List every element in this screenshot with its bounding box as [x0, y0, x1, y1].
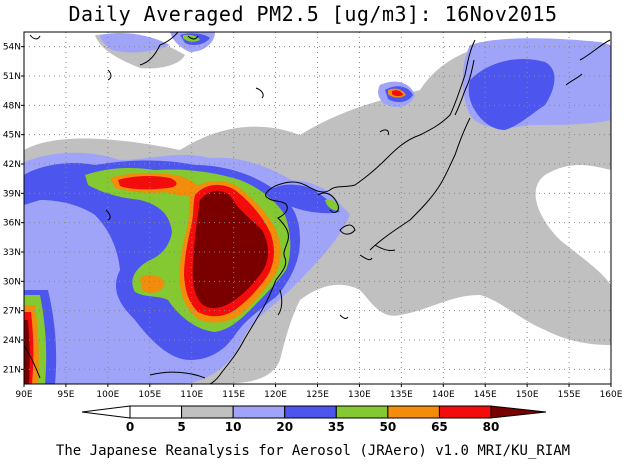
- region-level-10: [100, 33, 170, 53]
- region-level-20: [468, 59, 555, 130]
- lon-tick-label: 160E: [600, 390, 623, 400]
- lat-tick-label: 42N: [3, 160, 21, 170]
- colorbar-label: 35: [328, 420, 345, 434]
- colorbar-segment: [490, 405, 547, 419]
- longitude-axis: 90E 95E 100E 105E 110E 115E 120E 125E 130E 135E 14…: [15, 384, 623, 400]
- colorbar-label: 65: [431, 420, 448, 434]
- lon-tick-label: 130E: [348, 390, 371, 400]
- colorbar-segment: [181, 405, 234, 419]
- region-level-80: [24, 320, 30, 384]
- lat-tick-label: 24N: [3, 336, 21, 346]
- region-level-65: [118, 175, 177, 190]
- colorbar-segment: [438, 405, 492, 419]
- footer-credit: The Japanese Reanalysis for Aerosol (JRA…: [55, 443, 571, 459]
- colorbar-label: 80: [483, 420, 500, 434]
- lon-tick-label: 150E: [516, 390, 539, 400]
- lon-tick-label: 105E: [138, 390, 161, 400]
- colorbar-label: 50: [380, 420, 397, 434]
- region-level-50: [140, 274, 165, 293]
- lat-tick-label: 33N: [3, 248, 21, 258]
- colorbar-segment: [129, 405, 183, 419]
- lon-tick-label: 110E: [180, 390, 203, 400]
- region-level-35: [325, 199, 340, 211]
- colorbar-segment: [81, 405, 131, 419]
- lat-tick-label: 45N: [3, 131, 21, 141]
- lon-tick-label: 155E: [558, 390, 581, 400]
- colorbar-label: 0: [126, 420, 134, 434]
- colorbar-label: 20: [276, 420, 293, 434]
- lon-tick-label: 115E: [222, 390, 245, 400]
- lon-tick-label: 95E: [57, 390, 74, 400]
- lat-tick-label: 51N: [3, 72, 21, 82]
- lon-tick-label: 145E: [474, 390, 497, 400]
- region-level-20: [265, 184, 340, 214]
- colorbar: 0 5 10 20 35 50 65 80: [81, 405, 547, 434]
- lon-tick-label: 125E: [306, 390, 329, 400]
- concentration-field: [24, 32, 611, 384]
- colorbar-segment: [232, 405, 286, 419]
- lat-tick-label: 30N: [3, 277, 21, 287]
- lon-tick-label: 135E: [390, 390, 413, 400]
- colorbar-segment: [335, 405, 389, 419]
- coastlines: [24, 32, 611, 384]
- region-level-65: [392, 90, 403, 97]
- lon-tick-label: 120E: [264, 390, 287, 400]
- lat-tick-label: 54N: [3, 43, 21, 53]
- lat-tick-label: 36N: [3, 219, 21, 229]
- region-level-80: [192, 190, 268, 309]
- lat-tick-label: 21N: [3, 365, 21, 375]
- lat-tick-label: 48N: [3, 101, 21, 111]
- colorbar-label: 10: [225, 420, 242, 434]
- gridlines: [24, 32, 611, 384]
- colorbar-label: 5: [177, 420, 185, 434]
- lat-tick-label: 39N: [3, 189, 21, 199]
- lon-tick-label: 140E: [432, 390, 455, 400]
- lat-tick-label: 27N: [3, 307, 21, 317]
- map-title: Daily Averaged PM2.5 [ug/m3]: 16Nov2015: [68, 2, 558, 26]
- colorbar-segment: [284, 405, 337, 419]
- colorbar-segment: [387, 405, 440, 419]
- latitude-axis: 21N 24N 27N 30N 33N 36N 39N 42N 45N 48N 51N 54N: [3, 43, 24, 375]
- lon-tick-label: 90E: [15, 390, 32, 400]
- lon-tick-label: 100E: [96, 390, 119, 400]
